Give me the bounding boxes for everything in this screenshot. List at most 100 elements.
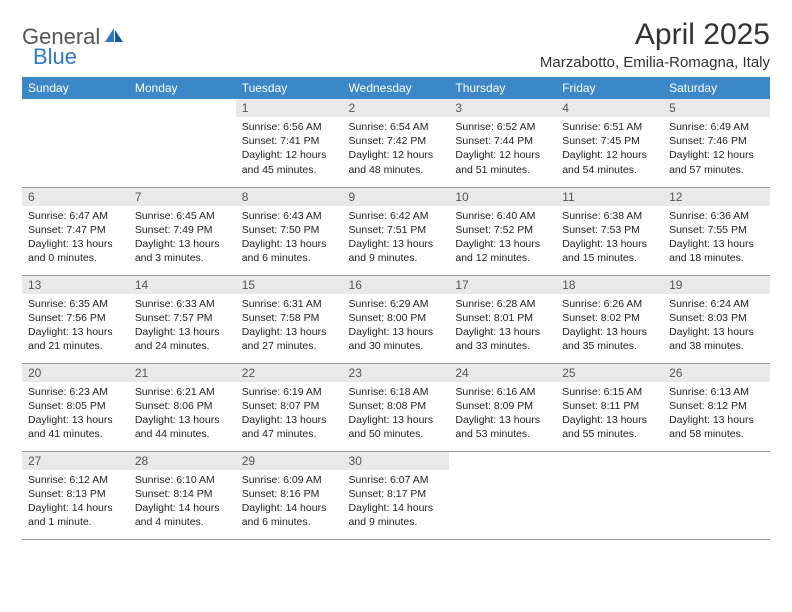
day-number: 10 (449, 188, 556, 206)
day-cell: 18Sunrise: 6:26 AMSunset: 8:02 PMDayligh… (556, 275, 663, 363)
day-content: Sunrise: 6:13 AMSunset: 8:12 PMDaylight:… (663, 382, 770, 446)
day-content: Sunrise: 6:49 AMSunset: 7:46 PMDaylight:… (663, 117, 770, 181)
sail-icon (104, 27, 124, 43)
daylight: Daylight: 14 hours and 1 minute. (28, 501, 123, 529)
day-content: Sunrise: 6:45 AMSunset: 7:49 PMDaylight:… (129, 206, 236, 270)
daylight: Daylight: 13 hours and 38 minutes. (669, 325, 764, 353)
sunset: Sunset: 7:56 PM (28, 311, 123, 325)
sunset: Sunset: 7:53 PM (562, 223, 657, 237)
day-cell: 12Sunrise: 6:36 AMSunset: 7:55 PMDayligh… (663, 187, 770, 275)
day-cell: 1Sunrise: 6:56 AMSunset: 7:41 PMDaylight… (236, 99, 343, 187)
day-cell: 29Sunrise: 6:09 AMSunset: 8:16 PMDayligh… (236, 451, 343, 539)
day-number: 4 (556, 99, 663, 117)
daylight: Daylight: 13 hours and 9 minutes. (349, 237, 444, 265)
daylight: Daylight: 13 hours and 12 minutes. (455, 237, 550, 265)
day-content: Sunrise: 6:26 AMSunset: 8:02 PMDaylight:… (556, 294, 663, 358)
day-number: 7 (129, 188, 236, 206)
day-number: 3 (449, 99, 556, 117)
day-cell: 7Sunrise: 6:45 AMSunset: 7:49 PMDaylight… (129, 187, 236, 275)
sunrise: Sunrise: 6:51 AM (562, 120, 657, 134)
day-number: 25 (556, 364, 663, 382)
day-cell: 30Sunrise: 6:07 AMSunset: 8:17 PMDayligh… (343, 451, 450, 539)
day-number: 24 (449, 364, 556, 382)
day-content: Sunrise: 6:28 AMSunset: 8:01 PMDaylight:… (449, 294, 556, 358)
day-cell: 25Sunrise: 6:15 AMSunset: 8:11 PMDayligh… (556, 363, 663, 451)
day-number: 2 (343, 99, 450, 117)
sunset: Sunset: 7:42 PM (349, 134, 444, 148)
day-cell: 21Sunrise: 6:21 AMSunset: 8:06 PMDayligh… (129, 363, 236, 451)
sunrise: Sunrise: 6:52 AM (455, 120, 550, 134)
day-number: 16 (343, 276, 450, 294)
day-content: Sunrise: 6:54 AMSunset: 7:42 PMDaylight:… (343, 117, 450, 181)
sunrise: Sunrise: 6:43 AM (242, 209, 337, 223)
daylight: Daylight: 13 hours and 27 minutes. (242, 325, 337, 353)
day-content: Sunrise: 6:43 AMSunset: 7:50 PMDaylight:… (236, 206, 343, 270)
sunset: Sunset: 7:58 PM (242, 311, 337, 325)
daylight: Daylight: 14 hours and 4 minutes. (135, 501, 230, 529)
day-cell: 6Sunrise: 6:47 AMSunset: 7:47 PMDaylight… (22, 187, 129, 275)
sunset: Sunset: 8:07 PM (242, 399, 337, 413)
weekday-saturday: Saturday (663, 77, 770, 99)
day-cell: 26Sunrise: 6:13 AMSunset: 8:12 PMDayligh… (663, 363, 770, 451)
day-number: 19 (663, 276, 770, 294)
sunrise: Sunrise: 6:54 AM (349, 120, 444, 134)
day-cell: 9Sunrise: 6:42 AMSunset: 7:51 PMDaylight… (343, 187, 450, 275)
sunset: Sunset: 8:14 PM (135, 487, 230, 501)
day-number: 15 (236, 276, 343, 294)
sunrise: Sunrise: 6:42 AM (349, 209, 444, 223)
day-cell (129, 99, 236, 187)
sunrise: Sunrise: 6:16 AM (455, 385, 550, 399)
day-content: Sunrise: 6:31 AMSunset: 7:58 PMDaylight:… (236, 294, 343, 358)
daylight: Daylight: 13 hours and 21 minutes. (28, 325, 123, 353)
day-cell: 2Sunrise: 6:54 AMSunset: 7:42 PMDaylight… (343, 99, 450, 187)
day-cell: 10Sunrise: 6:40 AMSunset: 7:52 PMDayligh… (449, 187, 556, 275)
logo-blue: Blue (33, 44, 77, 69)
day-cell: 5Sunrise: 6:49 AMSunset: 7:46 PMDaylight… (663, 99, 770, 187)
daylight: Daylight: 13 hours and 53 minutes. (455, 413, 550, 441)
sunrise: Sunrise: 6:10 AM (135, 473, 230, 487)
daylight: Daylight: 13 hours and 47 minutes. (242, 413, 337, 441)
sunrise: Sunrise: 6:13 AM (669, 385, 764, 399)
daylight: Daylight: 13 hours and 58 minutes. (669, 413, 764, 441)
day-cell: 8Sunrise: 6:43 AMSunset: 7:50 PMDaylight… (236, 187, 343, 275)
sunrise: Sunrise: 6:40 AM (455, 209, 550, 223)
daylight: Daylight: 13 hours and 55 minutes. (562, 413, 657, 441)
day-content: Sunrise: 6:52 AMSunset: 7:44 PMDaylight:… (449, 117, 556, 181)
location: Marzabotto, Emilia-Romagna, Italy (540, 54, 770, 71)
day-number: 26 (663, 364, 770, 382)
daylight: Daylight: 13 hours and 30 minutes. (349, 325, 444, 353)
weekday-wednesday: Wednesday (343, 77, 450, 99)
day-content: Sunrise: 6:18 AMSunset: 8:08 PMDaylight:… (343, 382, 450, 446)
day-content: Sunrise: 6:47 AMSunset: 7:47 PMDaylight:… (22, 206, 129, 270)
day-content: Sunrise: 6:36 AMSunset: 7:55 PMDaylight:… (663, 206, 770, 270)
day-cell: 22Sunrise: 6:19 AMSunset: 8:07 PMDayligh… (236, 363, 343, 451)
sunrise: Sunrise: 6:49 AM (669, 120, 764, 134)
daylight: Daylight: 14 hours and 6 minutes. (242, 501, 337, 529)
day-content: Sunrise: 6:33 AMSunset: 7:57 PMDaylight:… (129, 294, 236, 358)
daylight: Daylight: 12 hours and 54 minutes. (562, 148, 657, 176)
title-block: April 2025 Marzabotto, Emilia-Romagna, I… (540, 18, 770, 71)
page-title: April 2025 (540, 18, 770, 52)
sunset: Sunset: 8:09 PM (455, 399, 550, 413)
sunrise: Sunrise: 6:38 AM (562, 209, 657, 223)
sunrise: Sunrise: 6:35 AM (28, 297, 123, 311)
day-number: 11 (556, 188, 663, 206)
day-cell: 4Sunrise: 6:51 AMSunset: 7:45 PMDaylight… (556, 99, 663, 187)
day-number: 28 (129, 452, 236, 470)
weekday-friday: Friday (556, 77, 663, 99)
day-content: Sunrise: 6:21 AMSunset: 8:06 PMDaylight:… (129, 382, 236, 446)
sunset: Sunset: 7:41 PM (242, 134, 337, 148)
sunrise: Sunrise: 6:23 AM (28, 385, 123, 399)
sunrise: Sunrise: 6:33 AM (135, 297, 230, 311)
day-number: 21 (129, 364, 236, 382)
day-content: Sunrise: 6:16 AMSunset: 8:09 PMDaylight:… (449, 382, 556, 446)
day-number: 5 (663, 99, 770, 117)
sunset: Sunset: 7:57 PM (135, 311, 230, 325)
day-content: Sunrise: 6:38 AMSunset: 7:53 PMDaylight:… (556, 206, 663, 270)
day-number: 18 (556, 276, 663, 294)
day-number: 27 (22, 452, 129, 470)
day-content: Sunrise: 6:40 AMSunset: 7:52 PMDaylight:… (449, 206, 556, 270)
daylight: Daylight: 13 hours and 33 minutes. (455, 325, 550, 353)
day-cell (556, 451, 663, 539)
sunset: Sunset: 7:46 PM (669, 134, 764, 148)
